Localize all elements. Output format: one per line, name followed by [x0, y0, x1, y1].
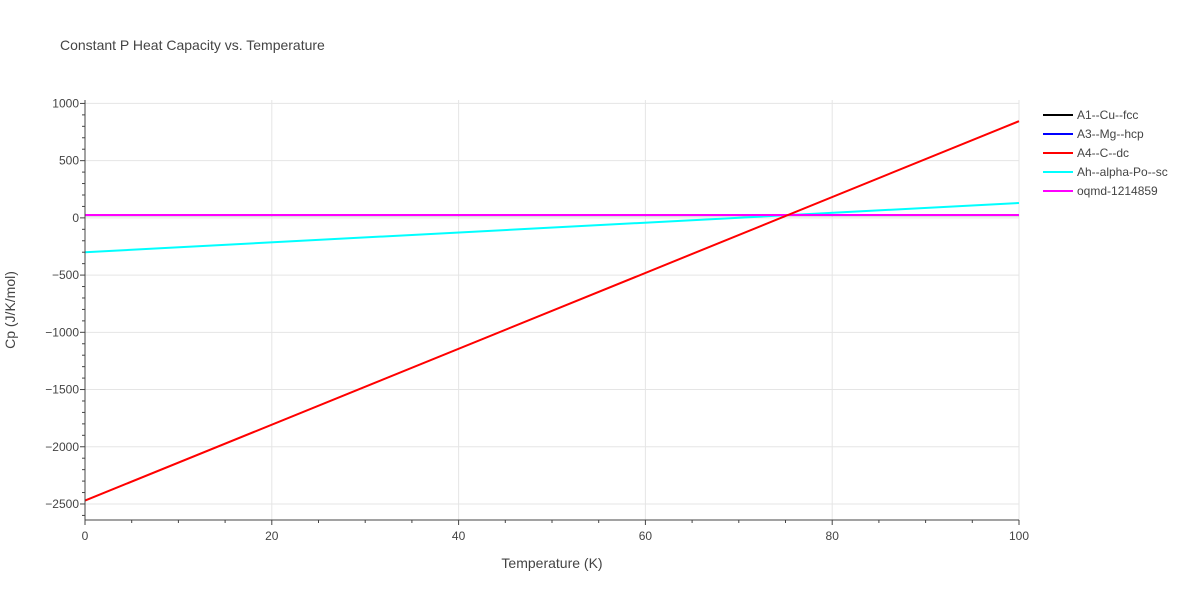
- legend-item[interactable]: Ah--alpha-Po--sc: [1043, 165, 1168, 179]
- legend-item[interactable]: A3--Mg--hcp: [1043, 127, 1144, 141]
- y-tick-label: −1500: [45, 383, 79, 397]
- y-tick-label: −500: [52, 268, 79, 282]
- legend-label: oqmd-1214859: [1077, 184, 1158, 198]
- series-layer: [84, 120, 1020, 502]
- y-tick-label: −2000: [45, 440, 79, 454]
- y-tick-label: 0: [72, 211, 79, 225]
- x-tick-label: 60: [639, 529, 653, 543]
- y-tick-label: −2500: [45, 497, 79, 511]
- y-tick-label: −1000: [45, 325, 79, 339]
- x-axis-title: Temperature (K): [501, 555, 602, 571]
- legend-label: A1--Cu--fcc: [1077, 108, 1138, 122]
- legend[interactable]: A1--Cu--fcc A3--Mg--hcp A4--C--dc Ah--alpha…: [1043, 108, 1168, 198]
- legend-item[interactable]: A4--C--dc: [1043, 146, 1129, 160]
- x-tick-label: 100: [1009, 529, 1029, 543]
- series-line-A4--C--dc[interactable]: [84, 120, 1020, 502]
- axis-layer: 0 20 40 60 80 100 −2500 −2000 −1500 −1000 −500 0 500…: [45, 96, 1029, 543]
- y-tick-label: 1000: [52, 96, 79, 110]
- x-tick-label: 20: [265, 529, 279, 543]
- y-axis-title: Cp (J/K/mol): [2, 271, 18, 349]
- grid-layer: [85, 100, 1020, 520]
- legend-item[interactable]: A1--Cu--fcc: [1043, 108, 1138, 122]
- chart-title: Constant P Heat Capacity vs. Temperature: [60, 37, 325, 53]
- y-tick-label: 500: [59, 154, 79, 168]
- legend-item[interactable]: oqmd-1214859: [1043, 184, 1158, 198]
- series-line-Ah--alpha-Po--sc[interactable]: [84, 201, 1020, 254]
- legend-label: A3--Mg--hcp: [1077, 127, 1144, 141]
- legend-label: Ah--alpha-Po--sc: [1077, 165, 1168, 179]
- x-tick-label: 80: [826, 529, 840, 543]
- x-tick-label: 0: [82, 529, 89, 543]
- x-tick-label: 40: [452, 529, 466, 543]
- legend-label: A4--C--dc: [1077, 146, 1129, 160]
